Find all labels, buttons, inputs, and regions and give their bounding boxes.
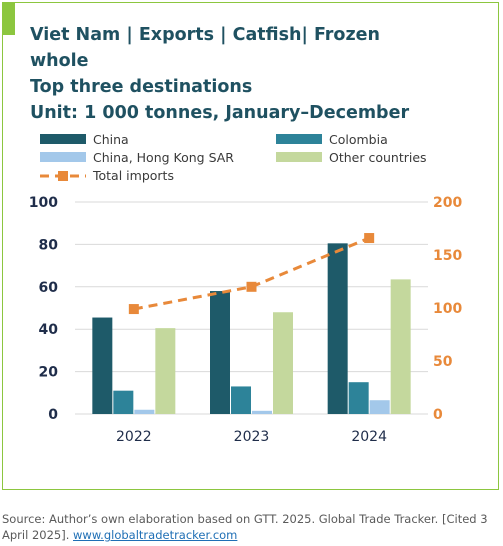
chart-title: Viet Nam | Exports | Catfish| Frozen who…: [30, 22, 410, 126]
legend-swatch-colombia: [276, 134, 322, 144]
right-axis-tick-label: 0: [433, 407, 443, 423]
bar-china-2024: [327, 243, 348, 414]
point-total-imports-2024: [364, 233, 375, 244]
axes: 0 20 40 60 80 100 0 50 100 150 200 2022 2023 2024: [29, 195, 463, 445]
left-axis-tick-label: 20: [39, 365, 59, 381]
title-line-3: Top three destinations: [30, 77, 253, 97]
legend-swatch-china: [40, 134, 86, 144]
right-axis-tick-label: 50: [433, 354, 453, 370]
right-axis-tick-label: 100: [433, 301, 462, 317]
legend: China Colombia China, Hong Kong SAR Other c…: [40, 132, 427, 183]
legend-label-china: China: [93, 132, 129, 147]
right-axis-tick-label: 150: [433, 248, 462, 264]
legend-swatch-other-countries: [276, 152, 322, 162]
x-axis-tick-label: 2022: [116, 429, 152, 445]
total-imports-line: [128, 233, 375, 315]
bar-colombia-2024: [348, 382, 369, 414]
point-total-imports-2022: [128, 304, 139, 315]
left-axis-tick-label: 60: [39, 280, 59, 296]
bar-china-hong-kong-sar-2023: [252, 410, 272, 414]
bar-china-2022: [92, 317, 113, 414]
bar-china-hong-kong-sar-2022: [134, 409, 155, 414]
left-axis-tick-label: 80: [39, 237, 59, 253]
bars: [92, 243, 411, 414]
bar-other-countries-2023: [273, 312, 293, 414]
bar-colombia-2023: [231, 386, 251, 414]
bar-china-2023: [210, 291, 230, 414]
title-line-4: Unit: 1 000 tonnes, January–December: [30, 103, 410, 123]
bar-other-countries-2022: [155, 328, 176, 414]
chart-svg: China Colombia China, Hong Kong SAR Other c…: [29, 132, 463, 445]
bar-other-countries-2024: [390, 279, 411, 414]
legend-label-total-imports: Total imports: [92, 168, 174, 183]
title-line-2: whole: [30, 51, 89, 71]
legend-label-china-hong-kong-sar: China, Hong Kong SAR: [93, 150, 234, 165]
legend-label-other-countries: Other countries: [329, 150, 427, 165]
source-text: Source: Author’s own elaboration based o…: [2, 512, 488, 542]
right-axis-tick-label: 200: [433, 195, 462, 211]
source-link[interactable]: www.globaltradetracker.com: [73, 528, 238, 542]
left-axis-tick-label: 40: [39, 322, 59, 338]
grid: [75, 201, 428, 415]
title-line-1: Viet Nam | Exports | Catfish| Frozen: [30, 25, 380, 45]
legend-label-colombia: Colombia: [329, 132, 388, 147]
legend-marker-total-imports: [58, 171, 68, 181]
bar-colombia-2022: [113, 390, 134, 414]
legend-swatch-china-hong-kong-sar: [40, 152, 86, 162]
left-axis-tick-label: 0: [48, 407, 58, 423]
left-axis-tick-label: 100: [29, 195, 58, 211]
point-total-imports-2023: [246, 281, 257, 292]
source-note: Source: Author’s own elaboration based o…: [2, 511, 501, 543]
bar-china-hong-kong-sar-2024: [369, 400, 390, 414]
x-axis-tick-label: 2023: [234, 429, 270, 445]
x-axis-tick-label: 2024: [351, 429, 387, 445]
accent-bar: [2, 2, 15, 35]
